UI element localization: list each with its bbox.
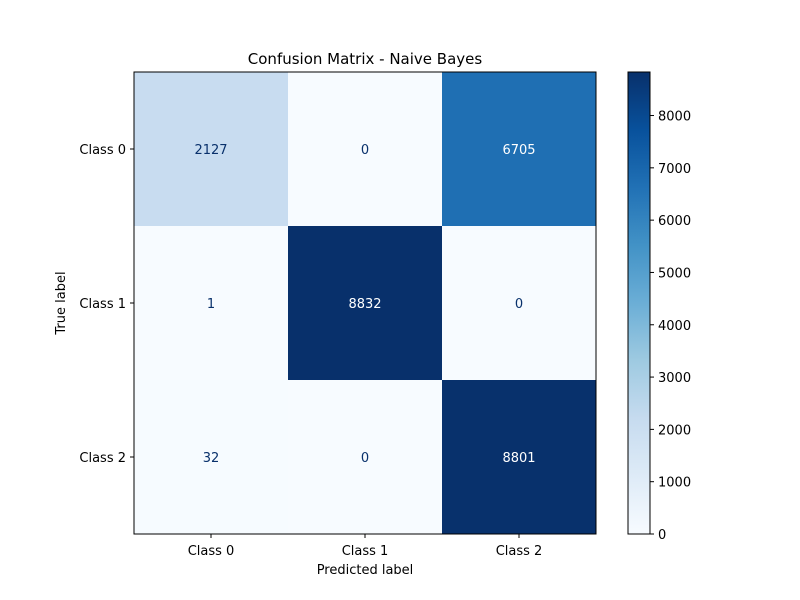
- cell-value-label: 0: [515, 297, 523, 312]
- colorbar-tick-label: 5000: [658, 266, 691, 281]
- heatmap-cell: [442, 72, 597, 227]
- x-axis-label: Predicted label: [317, 563, 414, 578]
- cell-value-label: 6705: [502, 143, 535, 158]
- heatmap-cell: [288, 226, 443, 381]
- y-tick-label: Class 2: [79, 451, 126, 466]
- heatmap-cell: [134, 226, 289, 381]
- cell-value-label: 32: [203, 451, 220, 466]
- x-tick-label: Class 1: [342, 544, 389, 559]
- cell-value-labels: 2127 0 6705 1 8832 0 32 0 8801: [194, 143, 535, 466]
- colorbar-tick-label: 7000: [658, 162, 691, 177]
- heatmap-cells: [134, 72, 597, 535]
- y-tick-label: Class 0: [79, 143, 126, 158]
- cell-value-label: 0: [361, 451, 369, 466]
- y-axis-ticks: Class 0 Class 1 Class 2: [79, 143, 134, 466]
- colorbar-tick-label: 3000: [658, 371, 691, 386]
- colorbar-tick-label: 4000: [658, 319, 691, 334]
- colorbar-tick-label: 6000: [658, 214, 691, 229]
- heatmap-cell: [288, 72, 443, 227]
- heatmap-cell: [134, 72, 289, 227]
- colorbar: [627, 71, 651, 535]
- y-axis-label: True label: [54, 271, 69, 335]
- heatmap-cell: [442, 226, 597, 381]
- x-tick-label: Class 2: [496, 544, 543, 559]
- heatmap-cell: [442, 380, 597, 535]
- x-axis-ticks: Class 0 Class 1 Class 2: [188, 534, 543, 559]
- chart-title: Confusion Matrix - Naive Bayes: [248, 50, 483, 68]
- cell-value-label: 0: [361, 143, 369, 158]
- cell-value-label: 1: [207, 297, 215, 312]
- cell-value-label: 8801: [502, 451, 535, 466]
- x-tick-label: Class 0: [188, 544, 235, 559]
- colorbar-tick-label: 2000: [658, 423, 691, 438]
- colorbar-tick-label: 8000: [658, 110, 691, 125]
- colorbar-tick-label: 1000: [658, 476, 691, 491]
- y-tick-label: Class 1: [79, 297, 126, 312]
- colorbar-tick-label: 0: [658, 528, 666, 543]
- cell-value-label: 8832: [348, 297, 381, 312]
- colorbar-ticks: 0 1000 2000 3000 4000 5000 6000 7000 8000: [650, 110, 691, 543]
- heatmap-cell: [288, 380, 443, 535]
- cell-value-label: 2127: [194, 143, 227, 158]
- heatmap-cell: [134, 380, 289, 535]
